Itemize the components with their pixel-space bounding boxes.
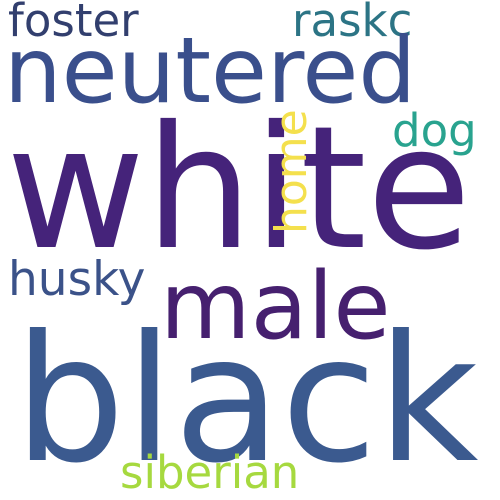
word-foster: foster xyxy=(8,0,139,47)
word-siberian: siberian xyxy=(120,446,300,499)
word-white: white xyxy=(6,90,472,288)
word-black: black xyxy=(14,299,479,500)
word-husky: husky xyxy=(8,252,146,307)
word-home: home xyxy=(266,109,317,234)
word-dog: dog xyxy=(392,104,477,157)
word-raskc: raskc xyxy=(292,0,413,47)
word-male: male xyxy=(160,252,391,360)
word-neutered: neutered xyxy=(4,19,417,124)
